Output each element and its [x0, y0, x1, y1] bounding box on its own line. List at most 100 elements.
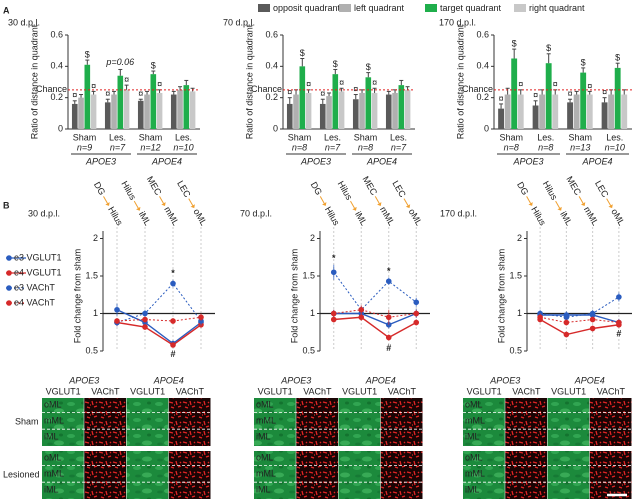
- bar: [123, 89, 130, 129]
- category-arrowhead: [608, 204, 613, 209]
- layer-label: iML: [44, 431, 59, 441]
- bar: [71, 103, 78, 129]
- bar: [371, 92, 378, 129]
- category-target: Hilus: [323, 205, 342, 228]
- data-point: [170, 318, 176, 324]
- significance-mark: $: [300, 48, 305, 58]
- significance-mark: ¤: [287, 87, 292, 97]
- stain-label: VAChT: [512, 386, 541, 396]
- legend-swatch: [339, 4, 351, 12]
- micrograph: [168, 398, 211, 446]
- category-arrowhead: [322, 202, 327, 206]
- micrograph: [42, 451, 84, 499]
- category-arrow: [350, 200, 355, 209]
- x-tick-label: Les.: [606, 132, 623, 142]
- group-label: APOE3: [85, 156, 116, 166]
- category-target: mML: [582, 205, 601, 227]
- y-tick-label: 0.4: [50, 61, 63, 71]
- data-point: [142, 310, 148, 317]
- bar: [90, 94, 97, 129]
- data-point: [358, 314, 365, 321]
- legend-swatch: [258, 4, 270, 12]
- layer-label: iML: [256, 431, 271, 441]
- micrograph: [338, 398, 381, 446]
- image-group-label: APOE4: [153, 375, 184, 385]
- significance-mark: ¤: [124, 75, 129, 85]
- bar: [78, 97, 84, 129]
- data-point: [114, 318, 120, 324]
- bar: [156, 92, 163, 129]
- bar: [299, 66, 306, 129]
- category-target: iML: [353, 210, 369, 228]
- category-target: oML: [407, 207, 424, 227]
- category-arrowhead: [557, 206, 562, 211]
- category-arrow: [374, 196, 380, 204]
- legend-label: right quadrant: [529, 3, 585, 13]
- micrograph: [126, 398, 169, 446]
- data-point: [330, 310, 337, 317]
- group-label: APOE3: [512, 156, 543, 166]
- sample-size: n=8: [504, 142, 519, 152]
- bar: [183, 85, 190, 129]
- bar: [365, 77, 372, 129]
- bar: [392, 92, 398, 129]
- data-point: [142, 324, 148, 330]
- series-line: [333, 271, 417, 311]
- sample-size: n=9: [77, 142, 92, 152]
- layer-label: mML: [44, 468, 64, 478]
- micrograph: [84, 398, 126, 446]
- panel-label: A: [3, 5, 10, 15]
- significance-mark: ¤: [372, 78, 377, 88]
- panel-label: B: [3, 200, 10, 210]
- x-tick-label: Sham: [354, 132, 378, 142]
- stain-label: VAChT: [91, 386, 120, 396]
- legend-marker: [6, 270, 12, 276]
- y-tick-label: 0.6: [265, 29, 278, 39]
- data-point: [330, 316, 337, 323]
- category-arrow: [188, 198, 194, 206]
- category-source: Hilus: [541, 179, 560, 202]
- layer-label: mML: [465, 468, 485, 478]
- category-arrowhead: [352, 206, 357, 211]
- y-tick-label: 1.5: [85, 270, 98, 280]
- category-target: Hilus: [106, 205, 125, 228]
- series-line: [116, 316, 202, 322]
- y-tick-label: 0: [273, 123, 278, 133]
- bar: [404, 89, 411, 129]
- significance-mark: *: [387, 266, 391, 276]
- significance-mark: #: [386, 343, 391, 353]
- data-point: [589, 316, 596, 323]
- sample-size: n=13: [570, 142, 590, 152]
- chart-title: 30 d.p.l.: [8, 17, 40, 27]
- significance-mark: #: [170, 349, 175, 359]
- sample-size: n=10: [605, 142, 625, 152]
- significance-mark: $: [546, 43, 551, 53]
- category-arrowhead: [161, 202, 166, 206]
- legend-label: e3 VAChT: [14, 282, 55, 292]
- significance-mark: ¤: [105, 89, 110, 99]
- y-axis-label: Fold change from sham: [72, 249, 82, 344]
- layer-label: oML: [465, 452, 483, 462]
- image-group-label: APOE3: [280, 375, 311, 385]
- category-arrowhead: [405, 204, 411, 209]
- x-tick-label: Les.: [537, 132, 554, 142]
- series-line: [116, 321, 202, 346]
- category-arrowhead: [580, 202, 586, 206]
- bar: [338, 91, 345, 129]
- y-tick-label: 0.6: [50, 29, 63, 39]
- y-axis-label: Ratio of distance in quadrant: [455, 24, 465, 139]
- series-line: [333, 316, 417, 339]
- stain-label: VGLUT1: [342, 386, 377, 396]
- significance-mark: ¤: [499, 93, 504, 103]
- image-group-label: APOE4: [365, 375, 396, 385]
- legend-label: e4 VGLUT1: [14, 267, 62, 277]
- series-line: [540, 296, 620, 318]
- y-tick-label: 0.2: [265, 92, 278, 102]
- bar: [319, 103, 326, 129]
- data-point: [170, 342, 176, 348]
- y-axis-label: Ratio of distance in quadrant: [244, 24, 254, 139]
- significance-mark: ¤: [568, 89, 573, 99]
- significance-mark: *: [332, 253, 336, 263]
- category-arrowhead: [136, 206, 141, 211]
- bar: [137, 100, 144, 129]
